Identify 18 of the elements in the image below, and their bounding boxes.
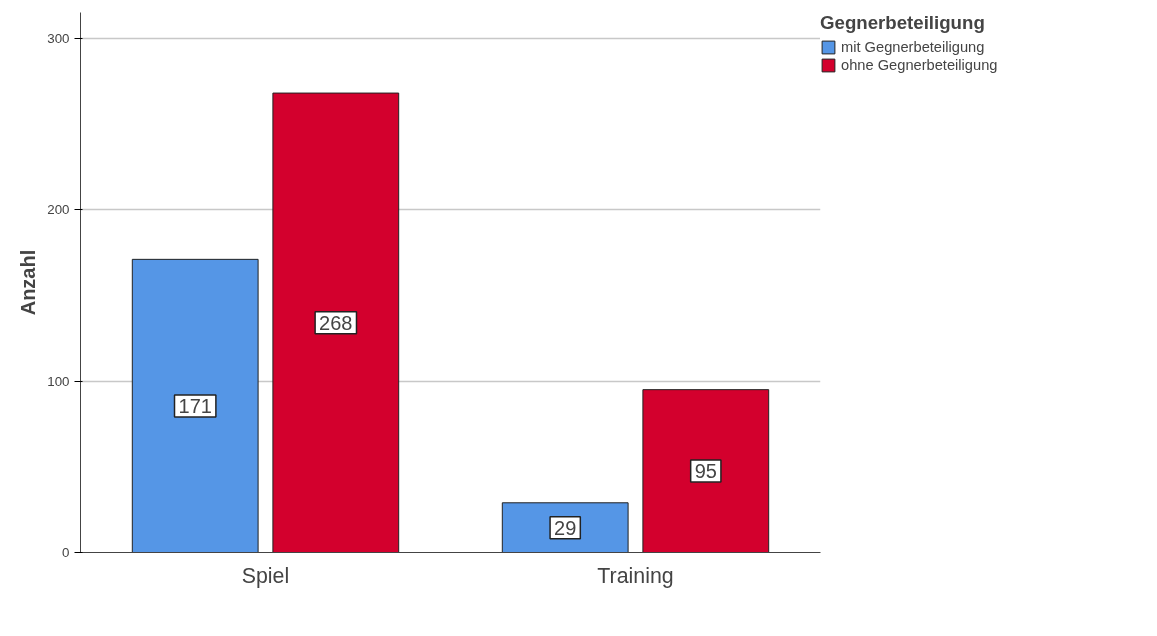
y-tick-label: 100 [47, 373, 70, 389]
bar [642, 389, 770, 553]
data-label: 29 [554, 516, 577, 539]
bar [131, 258, 259, 553]
y-tick-label: 0 [62, 545, 70, 560]
legend-label: ohne Gegnerbeteiligung [841, 57, 998, 73]
bar [501, 502, 629, 553]
y-tick-label: 300 [47, 30, 70, 46]
legend-label: mit Gegnerbeteiligung [841, 39, 985, 55]
data-label: 171 [178, 394, 212, 417]
x-tick-label: Training [597, 563, 674, 588]
data-label: 268 [319, 311, 353, 334]
legend-title: Gegnerbeteiligung [820, 12, 986, 34]
y-axis-title: Anzahl [17, 249, 40, 316]
y-tick-label: 200 [47, 202, 70, 218]
data-label: 95 [694, 460, 717, 483]
x-tick-label: Spiel [241, 563, 290, 588]
bar [272, 92, 400, 553]
